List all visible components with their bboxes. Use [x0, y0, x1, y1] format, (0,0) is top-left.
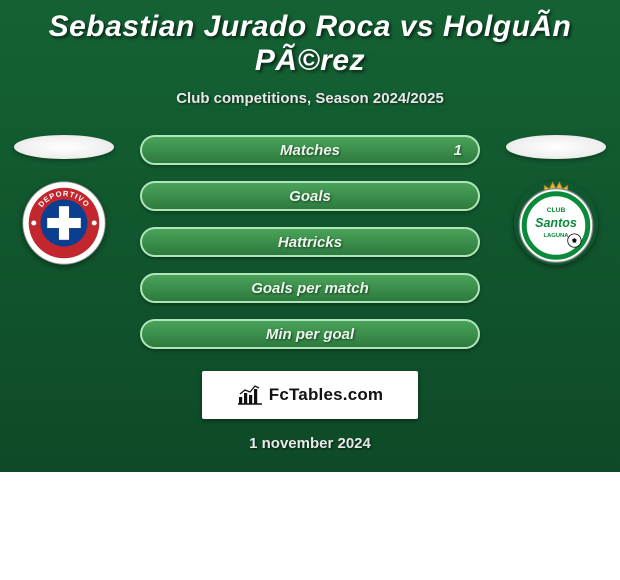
stat-label: Goals	[289, 188, 331, 205]
club-badge-right[interactable]: CLUB Santos LAGUNA	[514, 181, 598, 265]
comparison-card: Sebastian Jurado Roca vs HolguÃn PÃ©rez …	[0, 0, 620, 472]
stat-value-right: 1	[454, 142, 462, 159]
stat-row-goals: Goals	[140, 181, 480, 211]
subtitle: Club competitions, Season 2024/2025	[8, 90, 612, 107]
stat-label: Matches	[280, 142, 340, 159]
player-placeholder-left	[14, 135, 114, 159]
right-column: CLUB Santos LAGUNA	[506, 135, 606, 265]
stat-label: Hattricks	[278, 234, 342, 251]
stat-label: Min per goal	[266, 326, 354, 343]
cruz-azul-icon: DEPORTIVO MEXICO	[22, 181, 106, 265]
stat-row-goals-per-match: Goals per match	[140, 273, 480, 303]
svg-text:CLUB: CLUB	[547, 207, 566, 214]
stat-row-min-per-goal: Min per goal	[140, 319, 480, 349]
player-placeholder-right	[506, 135, 606, 159]
stat-row-hattricks: Hattricks	[140, 227, 480, 257]
stat-label: Goals per match	[251, 280, 369, 297]
santos-laguna-icon: CLUB Santos LAGUNA	[514, 177, 598, 269]
left-column: DEPORTIVO MEXICO	[14, 135, 114, 265]
stat-row-matches: Matches 1	[140, 135, 480, 165]
club-badge-left[interactable]: DEPORTIVO MEXICO	[22, 181, 106, 265]
bar-chart-icon	[237, 385, 263, 405]
page-title: Sebastian Jurado Roca vs HolguÃn PÃ©rez	[8, 8, 612, 84]
attribution-text: FcTables.com	[269, 385, 384, 405]
attribution-badge[interactable]: FcTables.com	[202, 371, 418, 419]
content-row: DEPORTIVO MEXICO Matches 1	[8, 135, 612, 349]
svg-text:Santos: Santos	[535, 216, 577, 230]
stats-list: Matches 1 Goals Hattricks Goals per matc…	[140, 135, 480, 349]
svg-text:LAGUNA: LAGUNA	[544, 233, 570, 239]
datestamp: 1 november 2024	[8, 435, 612, 452]
